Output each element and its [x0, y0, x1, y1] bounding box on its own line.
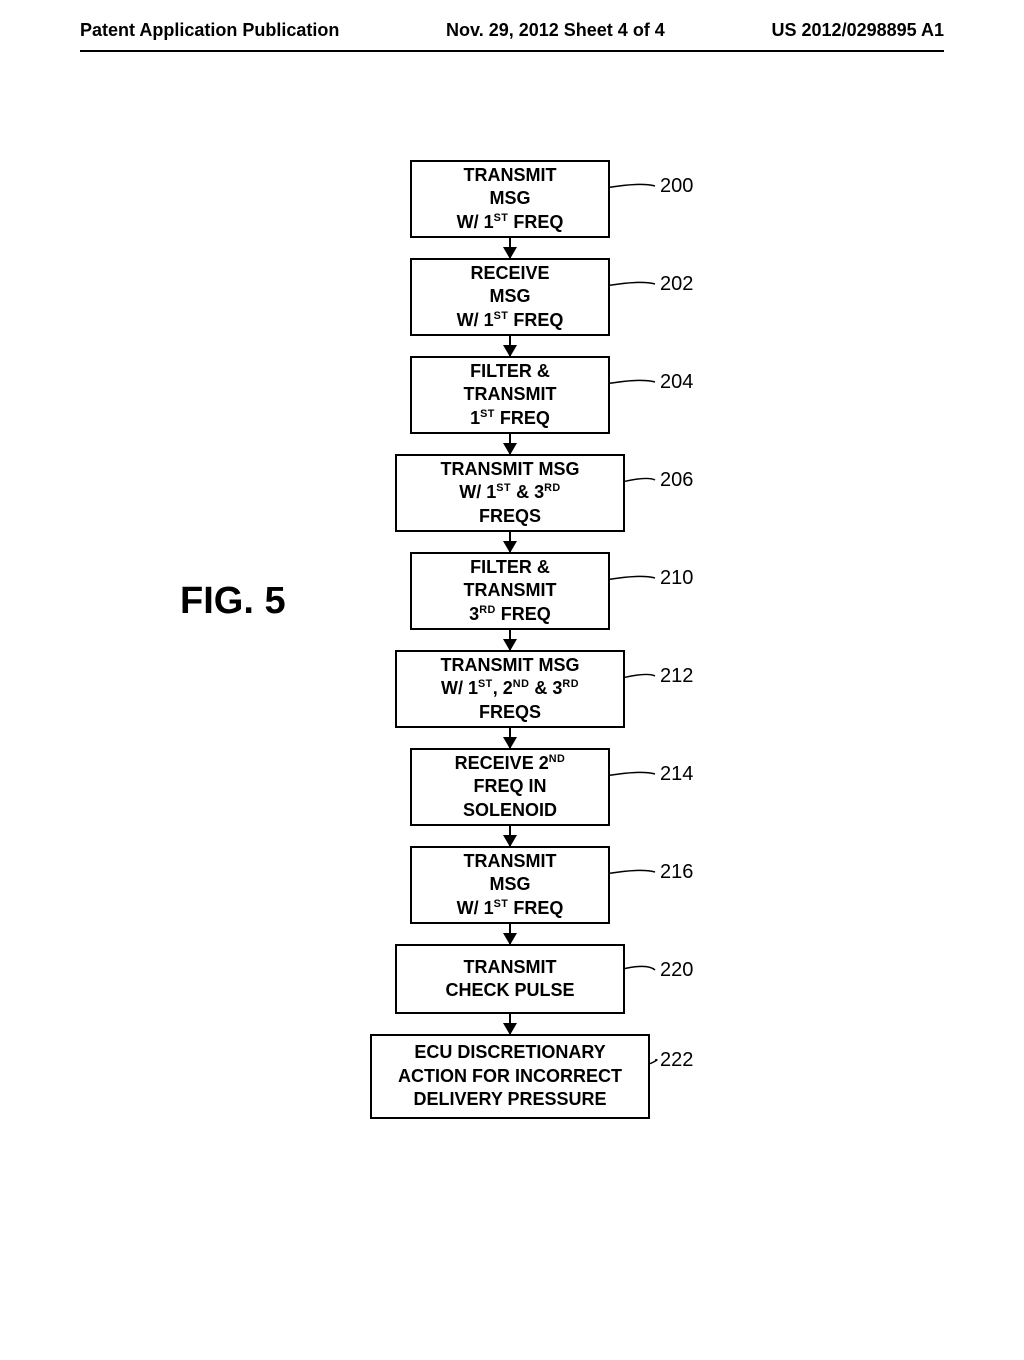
ref-216: 216	[660, 861, 693, 884]
flow-box-214: RECEIVE 2NDFREQ INSOLENOID	[410, 748, 610, 826]
arrow-4	[509, 630, 511, 650]
arrow-1	[509, 336, 511, 356]
header-rule	[80, 50, 944, 52]
arrow-8	[509, 1014, 511, 1034]
ref-222: 222	[660, 1049, 693, 1072]
header-right: US 2012/0298895 A1	[772, 20, 944, 41]
arrow-6	[509, 826, 511, 846]
arrow-7	[509, 924, 511, 944]
page-header: Patent Application Publication Nov. 29, …	[0, 20, 1024, 41]
ref-206: 206	[660, 469, 693, 492]
ref-212: 212	[660, 665, 693, 688]
arrow-3	[509, 532, 511, 552]
figure-label: FIG. 5	[180, 580, 286, 623]
ref-214: 214	[660, 763, 693, 786]
ref-204: 204	[660, 371, 693, 394]
flow-box-222: ECU DISCRETIONARYACTION FOR INCORRECTDEL…	[370, 1034, 650, 1119]
flow-box-216: TRANSMITMSGW/ 1ST FREQ	[410, 846, 610, 924]
flow-box-220: TRANSMITCHECK PULSE	[395, 944, 625, 1014]
flow-box-210: FILTER &TRANSMIT3RD FREQ	[410, 552, 610, 630]
flow-box-212: TRANSMIT MSGW/ 1ST, 2ND & 3RDFREQS	[395, 650, 625, 728]
ref-210: 210	[660, 567, 693, 590]
flow-box-200: TRANSMITMSGW/ 1ST FREQ	[410, 160, 610, 238]
ref-202: 202	[660, 273, 693, 296]
header-left: Patent Application Publication	[80, 20, 339, 41]
arrow-5	[509, 728, 511, 748]
ref-220: 220	[660, 959, 693, 982]
flow-box-202: RECEIVEMSGW/ 1ST FREQ	[410, 258, 610, 336]
flow-box-206: TRANSMIT MSGW/ 1ST & 3RDFREQS	[395, 454, 625, 532]
arrow-2	[509, 434, 511, 454]
ref-200: 200	[660, 175, 693, 198]
header-center: Nov. 29, 2012 Sheet 4 of 4	[446, 20, 665, 41]
flow-box-204: FILTER &TRANSMIT1ST FREQ	[410, 356, 610, 434]
arrow-0	[509, 238, 511, 258]
